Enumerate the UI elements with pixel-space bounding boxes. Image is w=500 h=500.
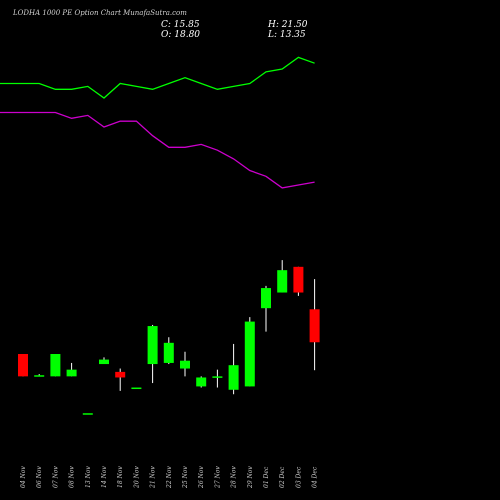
x-tick-label: 13 Nov bbox=[85, 466, 92, 488]
candle-body bbox=[261, 288, 271, 309]
candle bbox=[212, 369, 223, 388]
candle bbox=[131, 387, 142, 390]
x-tick-label: 25 Nov bbox=[182, 466, 189, 489]
candle-body bbox=[180, 360, 190, 369]
close-label: C: 15.85 bbox=[161, 20, 200, 30]
candle bbox=[180, 351, 190, 377]
candle bbox=[147, 324, 158, 384]
candle-body bbox=[115, 371, 126, 378]
x-tick-label: 07 Nov bbox=[52, 466, 59, 488]
candle bbox=[277, 260, 288, 293]
candle-body bbox=[309, 309, 320, 343]
low-label: L: 13.35 bbox=[267, 30, 306, 40]
open-label: O: 18.80 bbox=[161, 30, 200, 40]
x-tick-label: 21 Nov bbox=[150, 466, 157, 489]
candle-body bbox=[293, 266, 304, 293]
x-tick-label: 04 Dec bbox=[312, 466, 319, 488]
candle bbox=[163, 337, 174, 365]
x-tick-label: 20 Nov bbox=[133, 466, 140, 489]
x-tick-label: 26 Nov bbox=[198, 466, 205, 489]
x-tick-label: 03 Dec bbox=[295, 466, 302, 488]
candle bbox=[309, 279, 320, 371]
x-tick-label: 27 Nov bbox=[214, 466, 221, 489]
x-tick-label: 14 Nov bbox=[101, 466, 108, 488]
indicator-line-2 bbox=[0, 111, 315, 189]
indicator-lines bbox=[0, 56, 315, 189]
candle-body bbox=[131, 387, 142, 390]
candle bbox=[293, 266, 304, 296]
candle-body bbox=[228, 365, 239, 390]
candle-body bbox=[18, 354, 28, 377]
candle bbox=[261, 285, 271, 332]
candle-body bbox=[82, 413, 93, 415]
candle-body bbox=[34, 375, 45, 377]
candle bbox=[66, 362, 77, 377]
candle bbox=[18, 354, 28, 377]
candle-body bbox=[277, 270, 288, 293]
indicator-line-1 bbox=[0, 56, 315, 99]
x-tick-label: 06 Nov bbox=[36, 466, 43, 488]
candle-body bbox=[99, 359, 109, 365]
x-tick-label: 29 Nov bbox=[247, 466, 254, 489]
x-tick-label: 08 Nov bbox=[69, 466, 76, 488]
candle bbox=[50, 354, 61, 377]
candle bbox=[244, 317, 255, 387]
x-tick-label: 28 Nov bbox=[231, 466, 238, 489]
x-tick-label: 04 Nov bbox=[20, 466, 27, 488]
x-tick-label: 02 Dec bbox=[279, 466, 286, 488]
x-tick-label: 18 Nov bbox=[117, 466, 124, 488]
candles bbox=[18, 260, 320, 415]
candle-body bbox=[147, 326, 158, 365]
candle-body bbox=[50, 354, 61, 377]
x-tick-label: 22 Nov bbox=[166, 466, 173, 489]
candle-body bbox=[163, 342, 174, 363]
candle bbox=[115, 368, 126, 391]
candle bbox=[196, 376, 207, 388]
candle bbox=[99, 357, 109, 365]
candle-body bbox=[212, 376, 223, 378]
candle-body bbox=[244, 321, 255, 387]
candle bbox=[34, 374, 45, 377]
candle bbox=[82, 413, 93, 415]
candle bbox=[228, 343, 239, 395]
candle-body bbox=[196, 377, 207, 387]
chart-title: LODHA 1000 PE Option Chart MunafaSutra.c… bbox=[12, 9, 187, 17]
candle-body bbox=[66, 369, 77, 377]
x-tick-label: 01 Dec bbox=[263, 466, 270, 488]
x-axis-ticks: 04 Nov 06 Nov 07 Nov 08 Nov 13 Nov 14 Nov 18 N… bbox=[20, 466, 319, 489]
high-label: H: 21.50 bbox=[267, 20, 308, 30]
